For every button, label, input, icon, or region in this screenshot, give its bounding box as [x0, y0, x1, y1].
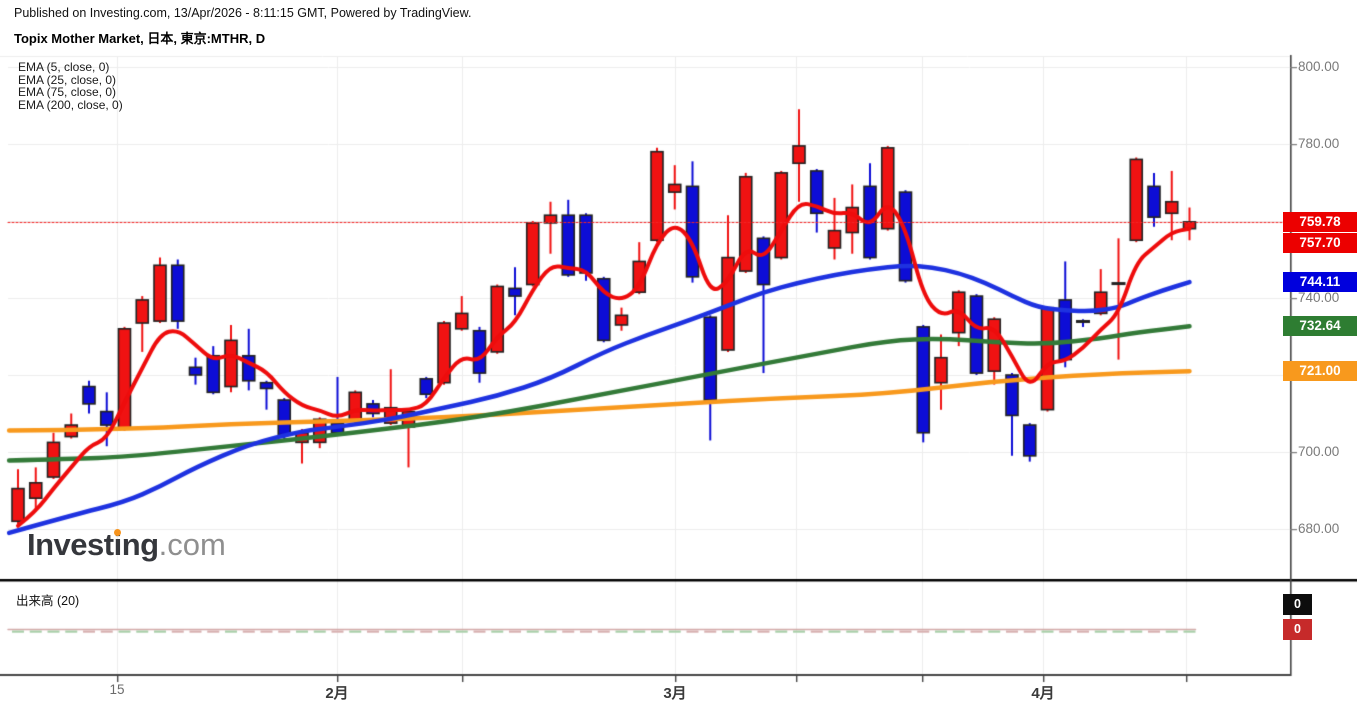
price-chip-ema-25: 744.11 — [1283, 272, 1357, 293]
page-title: Topix Mother Market, 日本, 東京:MTHR, D — [14, 31, 266, 46]
y-axis-tick-label: 800.00 — [1298, 59, 1340, 74]
logo-text-com: .com — [158, 527, 226, 562]
y-axis-tick-label: 700.00 — [1298, 444, 1340, 459]
y-axis-tick-label: 680.00 — [1298, 521, 1340, 536]
legend-ema75-label: EMA (75, close, 0) — [18, 85, 117, 99]
y-axis-tick-label: 740.00 — [1298, 290, 1340, 305]
x-axis-label: 4月 — [1031, 685, 1055, 702]
volume-indicator-label: 出来高 (20) — [16, 594, 80, 608]
legend-ema5-label: EMA (5, close, 0) — [18, 60, 110, 74]
legend-ema200-label: EMA (200, close, 0) — [18, 97, 123, 112]
x-axis-label: 2月 — [325, 685, 349, 702]
price-chip-ema-75: 732.64 — [1283, 316, 1357, 337]
price-chip-last-price: 759.78 — [1283, 211, 1357, 232]
legend-ema25-label: EMA (25, close, 0) — [18, 72, 117, 87]
price-chip-ema-5: 757.70 — [1283, 232, 1357, 253]
investing-logo: Investing.com — [27, 527, 226, 563]
y-axis-tick-label: 780.00 — [1298, 136, 1340, 151]
logo-orange-dot-i: i — [113, 527, 123, 562]
indicator-legend: EMA (5, close, 0) EMA (25, close, 0) EMA… — [18, 61, 123, 111]
logo-text-invest: Invest — [27, 527, 114, 562]
volume-value-chip: 0 — [1283, 619, 1312, 640]
published-line: Published on Investing.com, 13/Apr/2026 … — [14, 6, 472, 20]
x-axis-label: 3月 — [663, 685, 687, 702]
logo-text-ng: ng — [121, 527, 159, 562]
price-chip-ema-200: 721.00 — [1283, 361, 1357, 382]
volume-ma-chip: 0 — [1283, 594, 1312, 615]
x-axis-label: 15 — [109, 682, 125, 697]
